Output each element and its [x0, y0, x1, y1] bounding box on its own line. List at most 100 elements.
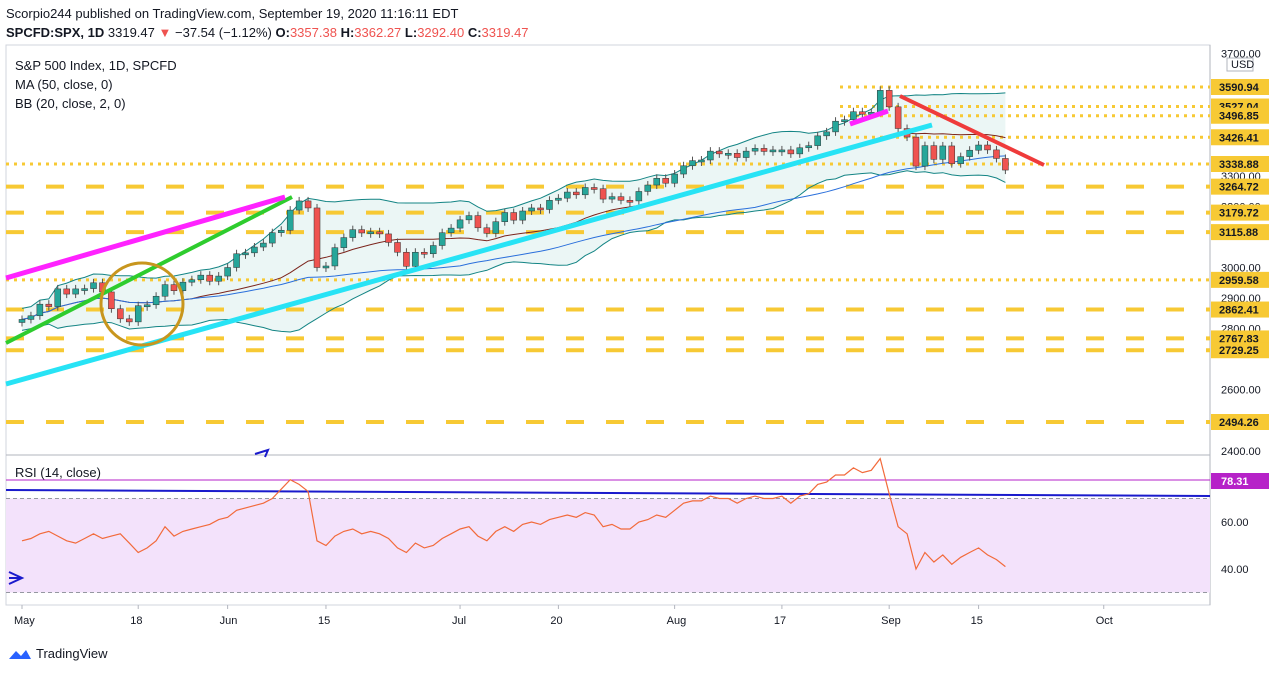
highlight-circle[interactable] — [99, 261, 185, 347]
candle-body — [769, 149, 777, 153]
candle-body — [45, 303, 53, 307]
level-tag-label: 2959.58 — [1219, 275, 1259, 287]
time-tick-label: Jul — [452, 615, 466, 627]
low-label: L: — [404, 25, 418, 40]
candle-body — [590, 187, 598, 190]
rsi-value-label: 78.31 — [1221, 476, 1249, 488]
candle-body — [698, 159, 705, 163]
candle-body — [331, 247, 339, 267]
candle-body — [349, 229, 357, 238]
trendline-magenta[interactable] — [5, 194, 286, 281]
candle-body — [537, 207, 544, 211]
time-tick-label: Sep — [881, 615, 901, 627]
candle-body — [54, 288, 62, 307]
close-value: 3319.47 — [481, 25, 529, 40]
time-tick-label: 17 — [774, 615, 786, 627]
bollinger-lower-line — [21, 170, 1006, 333]
high-label: H: — [340, 25, 355, 40]
candle-body — [841, 119, 848, 122]
candle-body — [412, 251, 419, 267]
candle-body — [81, 288, 88, 291]
candle-body — [313, 207, 321, 268]
candle-body — [778, 149, 786, 153]
currency-badge — [1226, 57, 1254, 72]
level-tag-label: 3338.88 — [1219, 159, 1259, 171]
level-tag — [1211, 301, 1269, 318]
trendline-red[interactable] — [899, 94, 1045, 167]
level-tag — [1211, 414, 1269, 430]
trendline-green[interactable] — [5, 195, 293, 345]
candle-body — [939, 145, 947, 160]
level-tag-label: 3264.72 — [1219, 182, 1259, 194]
candle-body — [832, 120, 839, 133]
rsi-pane: RSI (14, close) 60.00 40.00 78.31 — [5, 457, 1269, 593]
candle-body — [608, 196, 616, 200]
rsi-line — [21, 457, 1006, 571]
arrow-right-icon[interactable] — [8, 571, 25, 585]
level-tag-label: 3179.72 — [1219, 208, 1259, 220]
bb-legend: BB (20, close, 2, 0) — [15, 96, 126, 111]
candle-body — [90, 282, 97, 289]
ma-legend: MA (50, close, 0) — [15, 77, 113, 92]
candle-body — [733, 153, 741, 158]
time-axis[interactable]: May 18 Jun 15 Jul 20 Aug 17 Sep 15 Oct — [14, 605, 1113, 627]
price-tick-label: 2600.00 — [1221, 385, 1261, 397]
tradingview-brand[interactable]: TradingView — [8, 646, 108, 661]
candle-body — [322, 265, 330, 269]
low-value: 3292.40 — [417, 25, 465, 40]
level-tag — [1211, 129, 1269, 146]
rsi-tick-label: 60.00 — [1221, 517, 1249, 529]
candle-body — [152, 295, 160, 306]
candle-body — [242, 252, 249, 256]
candle-body — [224, 267, 231, 277]
level-tag-label: 2862.41 — [1219, 305, 1259, 317]
price-tick-label: 2400.00 — [1221, 446, 1261, 458]
candle-body — [948, 145, 956, 164]
candle-body — [63, 288, 70, 295]
symbol-label[interactable]: SPCFD:SPX, 1D — [6, 25, 105, 40]
candle-body — [72, 288, 79, 295]
rsi-tick-label: 40.00 — [1221, 564, 1249, 576]
time-tick-label: Jun — [220, 615, 238, 627]
candle-body — [662, 178, 669, 184]
candle-body — [367, 231, 374, 235]
level-tag — [1211, 79, 1269, 95]
candle-body — [340, 237, 348, 248]
rsi-value-tag — [1211, 473, 1269, 489]
rsi-trendline — [5, 489, 1211, 497]
currency-label: USD — [1231, 59, 1254, 71]
trendline-magenta-short[interactable] — [849, 108, 889, 127]
level-tag-label: 3426.41 — [1219, 132, 1259, 144]
arrow-marker-icon[interactable] — [254, 448, 270, 458]
candle-body — [671, 173, 678, 184]
candle-body — [564, 191, 571, 199]
candle-body — [546, 200, 553, 210]
price-tick-label: 3700.00 — [1221, 49, 1261, 61]
close-label: C: — [467, 25, 482, 40]
candle-body — [635, 191, 643, 202]
candle-body — [161, 284, 169, 297]
open-label: O: — [275, 25, 290, 40]
candle-body — [653, 178, 660, 186]
candle-body — [519, 210, 526, 221]
drawings[interactable] — [5, 94, 1045, 458]
high-value: 3362.27 — [354, 25, 402, 40]
candle-body — [859, 111, 866, 115]
rsi-band — [6, 498, 1210, 593]
candle-body — [581, 187, 589, 196]
candle-body — [188, 279, 196, 283]
candle-body — [787, 149, 795, 155]
candle-body — [143, 304, 151, 308]
candle-body — [975, 144, 982, 151]
candle-body — [894, 106, 902, 129]
support-resistance-levels — [6, 85, 1210, 424]
candle-body — [707, 150, 714, 161]
time-tick-label: 15 — [318, 615, 330, 627]
candle-body — [429, 245, 437, 255]
level-tag — [1211, 178, 1269, 195]
candle-body — [421, 251, 428, 255]
candle-body — [278, 229, 285, 233]
candle-body — [680, 165, 687, 175]
candle-body — [251, 246, 258, 254]
